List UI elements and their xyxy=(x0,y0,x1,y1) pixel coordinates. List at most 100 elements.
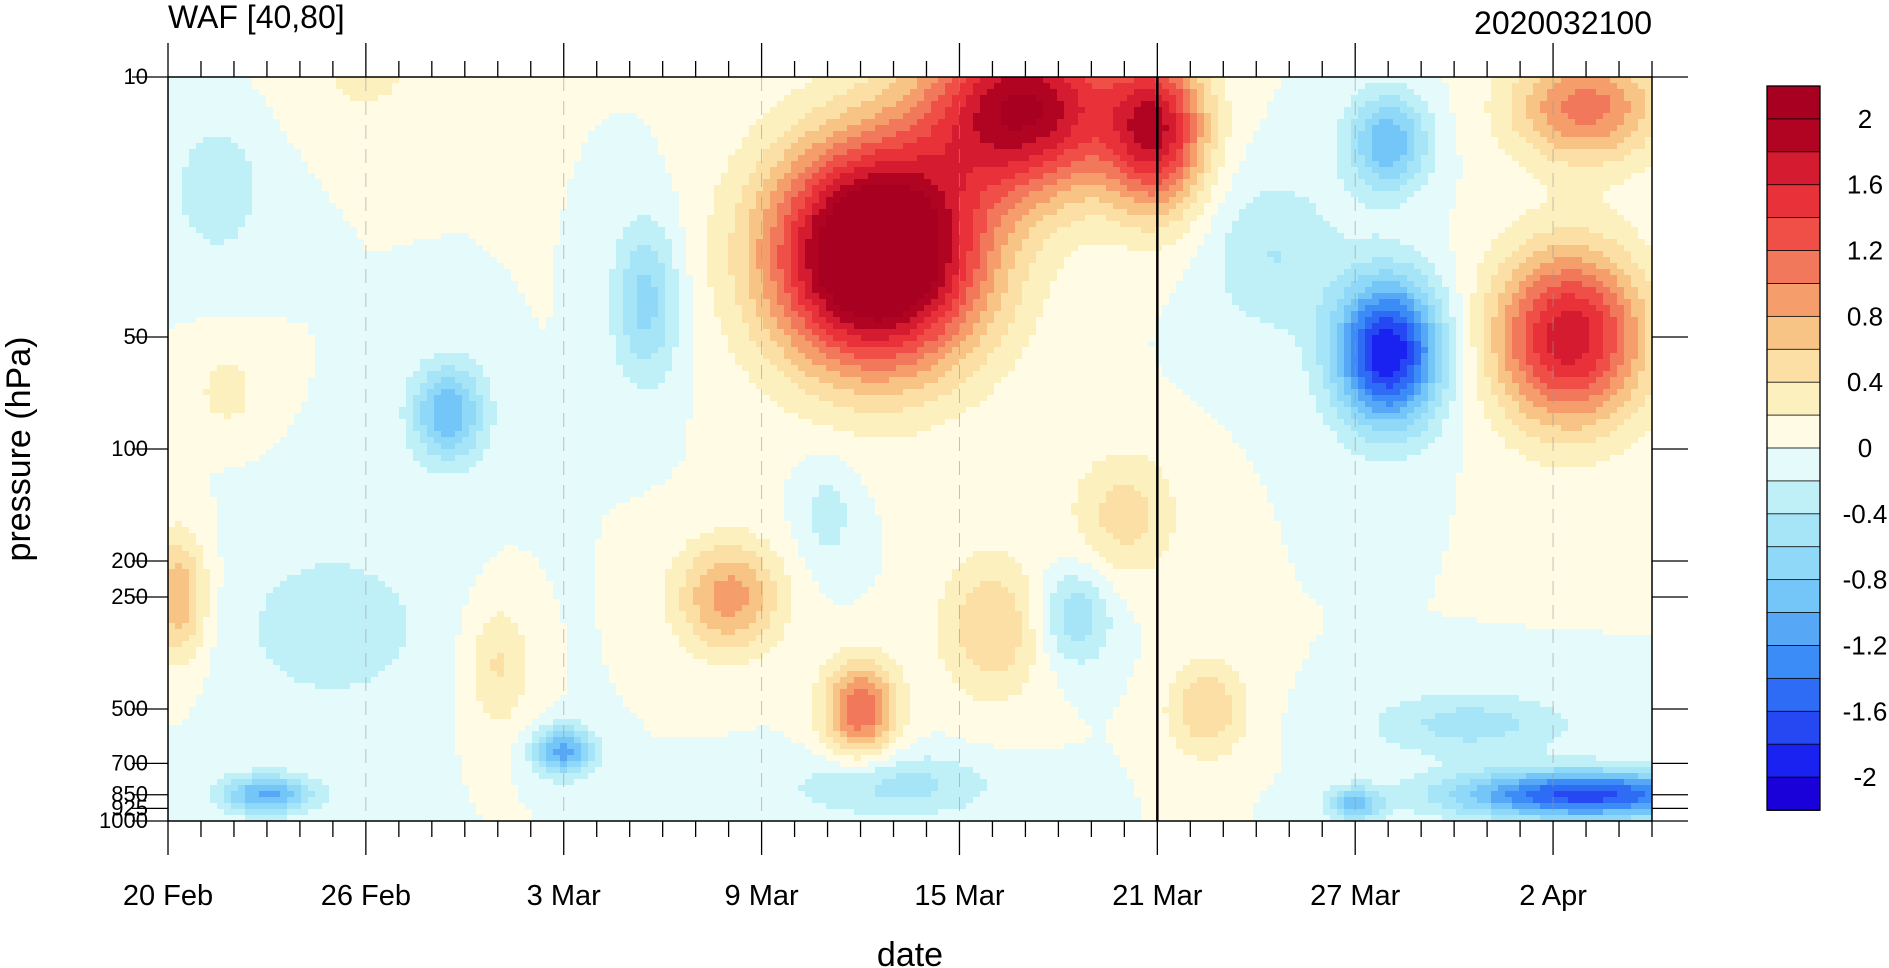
contour-cell xyxy=(413,77,421,84)
contour-cell xyxy=(1638,203,1646,210)
contour-cell xyxy=(385,149,393,156)
contour-cell xyxy=(812,209,820,216)
contour-cell xyxy=(770,89,778,96)
contour-cell xyxy=(763,191,771,198)
contour-cell xyxy=(1358,89,1366,96)
contour-cell xyxy=(1407,167,1415,174)
contour-cell xyxy=(1057,203,1065,210)
contour-cell xyxy=(714,131,722,138)
contour-cell xyxy=(854,203,862,210)
contour-cell xyxy=(1085,203,1093,210)
contour-cell xyxy=(791,215,799,222)
contour-cell xyxy=(518,113,526,120)
contour-cell xyxy=(987,209,995,216)
contour-cell xyxy=(1554,203,1562,210)
contour-cell xyxy=(735,77,743,84)
contour-cell xyxy=(728,125,736,132)
contour-cell xyxy=(1561,89,1569,96)
contour-cell xyxy=(245,185,253,192)
contour-cell xyxy=(1477,101,1485,108)
contour-cell xyxy=(784,83,792,90)
contour-cell xyxy=(490,191,498,198)
contour-cell xyxy=(399,95,407,102)
contour-cell xyxy=(1225,209,1233,216)
contour-cell xyxy=(1323,119,1331,126)
contour-cell xyxy=(252,89,260,96)
contour-cell xyxy=(714,119,722,126)
contour-cell xyxy=(1505,119,1513,126)
contour-cell xyxy=(945,209,953,216)
contour-cell xyxy=(476,215,484,222)
contour-cell xyxy=(308,95,316,102)
contour-cell xyxy=(1134,167,1142,174)
contour-cell xyxy=(476,197,484,204)
contour-cell xyxy=(1302,143,1310,150)
contour-cell xyxy=(1575,167,1583,174)
contour-cell xyxy=(1575,161,1583,168)
contour-cell xyxy=(826,203,834,210)
contour-cell xyxy=(427,161,435,168)
contour-cell xyxy=(1582,149,1590,156)
contour-cell xyxy=(1379,77,1387,84)
contour-cell xyxy=(1547,101,1555,108)
contour-cell xyxy=(721,161,729,168)
contour-cell xyxy=(1400,149,1408,156)
contour-cell xyxy=(1064,179,1072,186)
contour-cell xyxy=(994,83,1002,90)
contour-cell xyxy=(168,107,176,114)
contour-cell xyxy=(1624,149,1632,156)
contour-cell xyxy=(707,83,715,90)
contour-cell xyxy=(1358,137,1366,144)
contour-cell xyxy=(196,119,204,126)
contour-cell xyxy=(623,203,631,210)
contour-cell xyxy=(553,83,561,90)
contour-cell xyxy=(1547,95,1555,102)
contour-cell xyxy=(1561,77,1569,84)
contour-cell xyxy=(189,161,197,168)
contour-cell xyxy=(1050,125,1058,132)
contour-cell xyxy=(1379,179,1387,186)
contour-cell xyxy=(378,167,386,174)
contour-cell xyxy=(756,197,764,204)
contour-cell xyxy=(539,101,547,108)
contour-cell xyxy=(175,143,183,150)
contour-cell xyxy=(1029,191,1037,198)
contour-cell xyxy=(1078,149,1086,156)
contour-cell xyxy=(196,77,204,84)
contour-cell xyxy=(301,107,309,114)
contour-cell xyxy=(1589,161,1597,168)
contour-cell xyxy=(1582,191,1590,198)
contour-cell xyxy=(1113,107,1121,114)
contour-cell xyxy=(462,125,470,132)
contour-cell xyxy=(1540,137,1548,144)
contour-cell xyxy=(749,95,757,102)
contour-cell xyxy=(539,179,547,186)
contour-cell xyxy=(693,113,701,120)
contour-cell xyxy=(1064,101,1072,108)
contour-cell xyxy=(357,167,365,174)
contour-cell xyxy=(553,107,561,114)
contour-cell xyxy=(532,113,540,120)
contour-cell xyxy=(469,185,477,192)
contour-cell xyxy=(875,119,883,126)
contour-cell xyxy=(1085,131,1093,138)
contour-cell xyxy=(182,215,190,222)
contour-cell xyxy=(532,125,540,132)
contour-cell xyxy=(980,161,988,168)
contour-cell xyxy=(1400,173,1408,180)
contour-cell xyxy=(1351,167,1359,174)
contour-cell xyxy=(483,83,491,90)
contour-cell xyxy=(882,89,890,96)
contour-cell xyxy=(462,149,470,156)
contour-cell xyxy=(532,83,540,90)
contour-cell xyxy=(1071,101,1079,108)
contour-cell xyxy=(875,173,883,180)
contour-cell xyxy=(1197,137,1205,144)
contour-cell xyxy=(1610,137,1618,144)
contour-cell xyxy=(322,203,330,210)
contour-cell xyxy=(1561,119,1569,126)
contour-cell xyxy=(1204,197,1212,204)
contour-cell xyxy=(539,173,547,180)
contour-cell xyxy=(1498,167,1506,174)
contour-cell xyxy=(1568,137,1576,144)
